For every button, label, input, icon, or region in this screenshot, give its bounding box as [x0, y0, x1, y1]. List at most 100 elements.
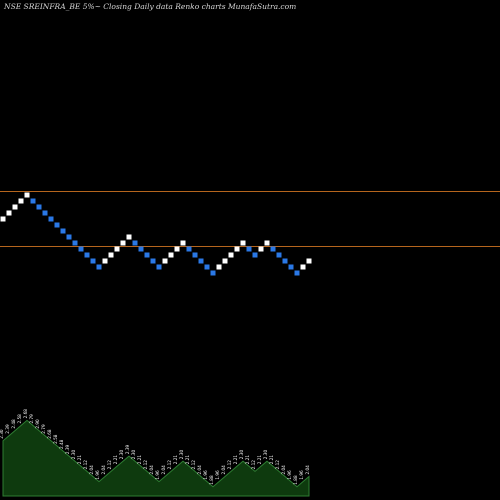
volume-label: 2.21 [77, 455, 82, 465]
renko-brick [120, 240, 126, 246]
volume-label: 2.21 [257, 455, 262, 465]
renko-brick [192, 252, 198, 258]
renko-brick [90, 258, 96, 264]
renko-brick [288, 264, 294, 270]
volume-label: 2.04 [149, 465, 154, 475]
renko-brick [306, 258, 312, 264]
renko-brick [276, 252, 282, 258]
volume-label: 2.30 [263, 450, 268, 460]
renko-brick [228, 252, 234, 258]
renko-brick [264, 240, 270, 246]
renko-brick [180, 240, 186, 246]
volume-label: 2.12 [191, 460, 196, 470]
volume-label: 2.79 [29, 414, 34, 424]
renko-brick [222, 258, 228, 264]
volume-label: 1.96 [299, 470, 304, 480]
volume-label: 2.04 [161, 465, 166, 475]
renko-brick [246, 246, 252, 252]
volume-label: 2.04 [197, 465, 202, 475]
volume-label: 2.12 [167, 460, 172, 470]
volume-label: 2.48 [11, 419, 16, 429]
volume-label: 2.30 [239, 450, 244, 460]
renko-brick [138, 246, 144, 252]
renko-brick [36, 204, 42, 210]
volume-label: 2.12 [227, 460, 232, 470]
volume-label: 2.21 [233, 455, 238, 465]
volume-label: 2.12 [107, 460, 112, 470]
renko-brick [54, 222, 60, 228]
renko-brick [132, 240, 138, 246]
volume-label: 2.39 [5, 424, 10, 434]
volume-label: 2.39 [125, 444, 130, 454]
renko-brick [0, 216, 6, 222]
renko-brick [102, 258, 108, 264]
renko-brick [186, 246, 192, 252]
volume-label: 2.12 [143, 460, 148, 470]
renko-brick [204, 264, 210, 270]
volume-label: 2.04 [101, 465, 106, 475]
volume-label: 1.96 [203, 470, 208, 480]
renko-brick [210, 270, 216, 276]
renko-brick [144, 252, 150, 258]
chart-title: NSE SREINFRA_BE 5%~ Closing Daily data R… [4, 2, 297, 11]
volume-label: 2.21 [137, 455, 142, 465]
renko-brick [258, 246, 264, 252]
renko-brick [72, 240, 78, 246]
renko-brick [114, 246, 120, 252]
volume-label: 2.21 [113, 455, 118, 465]
renko-brick [198, 258, 204, 264]
renko-brick [252, 252, 258, 258]
volume-label: 1.96 [287, 470, 292, 480]
volume-label: 2.68 [23, 409, 28, 419]
renko-brick [84, 252, 90, 258]
renko-brick [18, 198, 24, 204]
volume-label: 1.88 [293, 475, 298, 485]
volume-label: 2.30 [71, 450, 76, 460]
renko-brick [282, 258, 288, 264]
volume-label: 2.21 [173, 455, 178, 465]
volume-label: 2.12 [275, 460, 280, 470]
volume-label: 2.30 [119, 450, 124, 460]
volume-label: 2.21 [185, 455, 190, 465]
volume-label: 2.04 [281, 465, 286, 475]
volume-label: 2.04 [305, 465, 310, 475]
renko-brick [150, 258, 156, 264]
volume-label: 2.30 [179, 450, 184, 460]
volume-label: 1.96 [215, 470, 220, 480]
volume-label: 2.30 [131, 450, 136, 460]
renko-brick [78, 246, 84, 252]
volume-label: 2.90 [35, 419, 40, 429]
volume-label: 2.30 [0, 429, 4, 439]
volume-label: 2.48 [59, 439, 64, 449]
renko-brick [60, 228, 66, 234]
volume-label: 2.21 [245, 455, 250, 465]
volume-label: 1.96 [155, 470, 160, 480]
renko-brick [270, 246, 276, 252]
volume-label: 2.39 [65, 444, 70, 454]
renko-brick [66, 234, 72, 240]
renko-brick [108, 252, 114, 258]
volume-label: 1.88 [209, 475, 214, 485]
volume-label: 2.58 [53, 434, 58, 444]
volume-label: 2.04 [221, 465, 226, 475]
renko-brick [24, 192, 30, 198]
volume-label: 2.58 [17, 414, 22, 424]
renko-brick [156, 264, 162, 270]
renko-brick [96, 264, 102, 270]
volume-label: 1.96 [95, 470, 100, 480]
renko-brick [6, 210, 12, 216]
renko-brick [174, 246, 180, 252]
volume-label: 2.79 [41, 424, 46, 434]
renko-brick [42, 210, 48, 216]
volume-label: 2.04 [89, 465, 94, 475]
renko-brick [162, 258, 168, 264]
renko-brick [48, 216, 54, 222]
volume-label: 2.12 [251, 460, 256, 470]
renko-brick [234, 246, 240, 252]
volume-label: 2.21 [269, 455, 274, 465]
volume-label: 2.12 [83, 460, 88, 470]
renko-brick [294, 270, 300, 276]
renko-brick [300, 264, 306, 270]
